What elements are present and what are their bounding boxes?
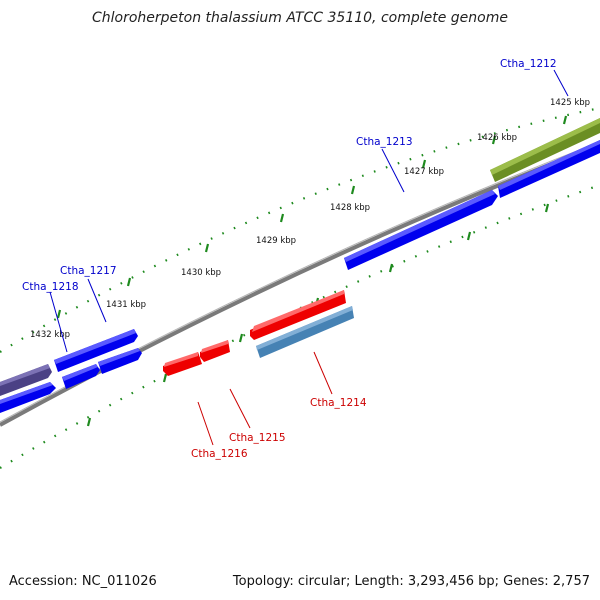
gene-forward-left[interactable] [0, 382, 56, 413]
leader-ctha-1214 [313, 351, 333, 395]
inner-tick-track [0, 183, 600, 469]
gene-ctha-1213[interactable] [344, 190, 498, 270]
kbp-label-1432: 1432 kbp [30, 330, 70, 340]
gene-forward-small-1[interactable] [98, 348, 142, 374]
leader-ctha-1218 [49, 291, 68, 353]
gene-ctha-1214[interactable] [256, 306, 354, 358]
gene-forward-small-2[interactable] [62, 364, 100, 389]
gene-ctha-1214-red[interactable] [250, 290, 346, 340]
gene-label-ctha-1215: Ctha_1215 [229, 432, 286, 444]
gene-label-ctha-1212: Ctha_1212 [500, 58, 557, 70]
gene-ctha-1212[interactable] [490, 118, 600, 182]
topology-text: Topology: circular; Length: 3,293,456 bp… [232, 574, 590, 589]
leader-ctha-1212 [553, 69, 569, 97]
inner-major-ticks [86, 203, 550, 427]
kbp-label-1426: 1426 kbp [477, 133, 517, 143]
leader-ctha-1216 [197, 401, 214, 446]
gene-ctha-1216[interactable] [163, 352, 202, 376]
leader-ctha-1215 [229, 388, 251, 429]
kbp-label-1425: 1425 kbp [550, 98, 590, 108]
gene-ctha-1215[interactable] [200, 340, 230, 362]
kbp-label-1429: 1429 kbp [256, 236, 296, 246]
kbp-label-1428: 1428 kbp [330, 203, 370, 213]
gene-label-ctha-1216: Ctha_1216 [191, 448, 248, 460]
kbp-label-1430: 1430 kbp [181, 268, 221, 278]
leader-ctha-1213 [381, 148, 405, 193]
gene-ctha-1217[interactable] [54, 329, 138, 372]
accession-text: Accession: NC_011026 [9, 574, 157, 589]
map-title: Chloroherpeton thalassium ATCC 35110, co… [92, 10, 508, 26]
gene-ctha-1213-adjacent[interactable] [498, 140, 600, 198]
leader-ctha-1217 [87, 278, 107, 323]
gene-label-ctha-1213: Ctha_1213 [356, 136, 413, 148]
outer-major-ticks [56, 115, 568, 319]
gene-label-ctha-1218: Ctha_1218 [22, 281, 79, 293]
gene-label-ctha-1214: Ctha_1214 [310, 397, 367, 409]
gene-ctha-1218[interactable] [0, 364, 52, 396]
gene-label-ctha-1217: Ctha_1217 [60, 265, 117, 277]
kbp-label-1431: 1431 kbp [106, 300, 146, 310]
kbp-label-1427: 1427 kbp [404, 167, 444, 177]
